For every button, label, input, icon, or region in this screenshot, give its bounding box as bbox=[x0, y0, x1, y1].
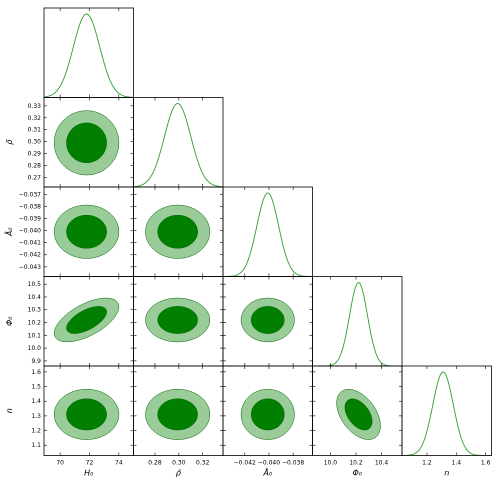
panel-frame bbox=[222, 186, 313, 277]
contour-68-2-0 bbox=[66, 214, 107, 249]
x-tick-label: −0.038 bbox=[282, 460, 304, 467]
contour-68-4-2 bbox=[250, 398, 285, 431]
panel-3-2 bbox=[222, 276, 313, 367]
x-tick-label: 72 bbox=[86, 460, 94, 467]
x-tick-label: 0.30 bbox=[172, 460, 186, 467]
y-tick-label: 0.28 bbox=[28, 163, 42, 170]
y-tick-label: 10.2 bbox=[28, 320, 42, 327]
y-tick-label: 0.33 bbox=[28, 103, 42, 110]
y-axis-label-3: Φ₀ bbox=[5, 316, 14, 326]
y-tick-label: 0.31 bbox=[28, 127, 42, 134]
y-tick-label: −0.042 bbox=[19, 252, 41, 259]
y-tick-label: 0.29 bbox=[28, 151, 42, 158]
y-tick-label: 10.0 bbox=[28, 345, 42, 352]
y-tick-label: 9.9 bbox=[31, 358, 41, 365]
marginal-curve-0 bbox=[44, 13, 134, 98]
contour-68-4-0 bbox=[66, 398, 107, 431]
panel-2-0: −0.043 −0.042 −0.041 −0.040 −0.039 −0.038 −0.0… bbox=[19, 186, 134, 277]
y-axis-label-2: Å₀ bbox=[3, 227, 14, 237]
y-tick-label: 1.3 bbox=[31, 413, 41, 420]
x-tick-label: 10.4 bbox=[375, 460, 389, 467]
y-tick-label: 1.5 bbox=[31, 384, 41, 391]
y-tick-label: 1.1 bbox=[31, 442, 41, 449]
y-tick-label: 10.1 bbox=[28, 332, 42, 339]
x-tick-label: 10.0 bbox=[324, 460, 338, 467]
panel-2-2 bbox=[222, 186, 313, 277]
panel-2-1 bbox=[133, 186, 224, 277]
contour-68-3-1 bbox=[157, 306, 198, 334]
y-tick-label: 10.3 bbox=[28, 307, 42, 314]
x-axis-label-1: ρ̃ bbox=[176, 469, 182, 478]
panel-4-4: 1.2 1.4 1.6 bbox=[401, 365, 492, 467]
y-tick-label: 0.27 bbox=[28, 174, 42, 181]
contour-68-1-0 bbox=[66, 122, 107, 164]
y-tick-label: 1.4 bbox=[31, 398, 41, 405]
y-tick-label: 0.32 bbox=[28, 115, 42, 122]
y-tick-label: −0.037 bbox=[19, 191, 41, 198]
marginal-curve-3 bbox=[312, 282, 402, 366]
x-tick-label: 1.6 bbox=[481, 460, 491, 467]
x-tick-label: 10.2 bbox=[349, 460, 363, 467]
y-tick-label: 0.30 bbox=[28, 139, 42, 146]
panel-4-2: −0.042 −0.040 −0.038 bbox=[222, 365, 313, 467]
x-axis-label-4: n bbox=[444, 469, 449, 478]
panel-frame bbox=[43, 7, 134, 98]
panel-frame bbox=[401, 365, 492, 456]
panel-3-3 bbox=[312, 276, 403, 367]
y-tick-label: −0.041 bbox=[19, 240, 41, 247]
x-tick-label: 0.32 bbox=[196, 460, 210, 467]
y-tick-label: −0.039 bbox=[19, 215, 41, 222]
x-axis-label-0: H₀ bbox=[84, 469, 94, 478]
panel-4-1: 0.28 0.30 0.32 bbox=[133, 365, 224, 467]
x-tick-label: −0.040 bbox=[258, 460, 280, 467]
panel-1-1 bbox=[133, 97, 224, 188]
x-tick-label: 0.28 bbox=[148, 460, 162, 467]
x-axis-label-2: Å₀ bbox=[262, 467, 272, 478]
y-axis-label-4: n bbox=[5, 408, 14, 413]
contour-68-3-2 bbox=[250, 306, 285, 334]
panel-3-1 bbox=[133, 276, 224, 367]
contour-68-3-0 bbox=[66, 306, 107, 334]
panel-frame bbox=[312, 276, 403, 367]
contour-68-2-1 bbox=[157, 214, 198, 249]
y-axis-label-1: ρ̃ bbox=[5, 139, 14, 145]
x-tick-label: 70 bbox=[56, 460, 64, 467]
panel-0-0 bbox=[43, 7, 134, 98]
x-tick-label: 1.2 bbox=[422, 460, 432, 467]
y-tick-label: 1.6 bbox=[31, 369, 41, 376]
panel-4-0: 1.1 1.2 1.3 1.4 1.5 1.6 70 72 74 bbox=[31, 365, 134, 467]
y-tick-label: 10.4 bbox=[28, 294, 42, 301]
panel-frame bbox=[133, 97, 224, 188]
y-tick-label: −0.038 bbox=[19, 203, 41, 210]
x-tick-label: −0.042 bbox=[234, 460, 256, 467]
x-tick-label: 1.4 bbox=[452, 460, 462, 467]
marginal-curve-1 bbox=[133, 103, 223, 187]
panel-1-0: 0.27 0.28 0.29 0.30 0.31 0.32 0.33 bbox=[28, 97, 134, 188]
x-tick-label: 74 bbox=[115, 460, 123, 467]
y-tick-label: 1.2 bbox=[31, 428, 41, 435]
panel-3-0: 9.9 10.0 10.1 10.2 10.3 10.4 10.5 bbox=[28, 276, 134, 367]
x-axis-label-3: Φ₀ bbox=[352, 469, 362, 478]
y-tick-label: −0.043 bbox=[19, 264, 41, 271]
marginal-curve-4 bbox=[402, 371, 492, 456]
contour-68-4-1 bbox=[157, 398, 198, 431]
panel-4-3: 10.0 10.2 10.4 bbox=[312, 365, 403, 467]
marginal-curve-2 bbox=[223, 192, 313, 277]
y-tick-label: 10.5 bbox=[28, 281, 42, 288]
contour-68-4-3 bbox=[344, 398, 373, 431]
y-tick-label: −0.040 bbox=[19, 228, 41, 235]
